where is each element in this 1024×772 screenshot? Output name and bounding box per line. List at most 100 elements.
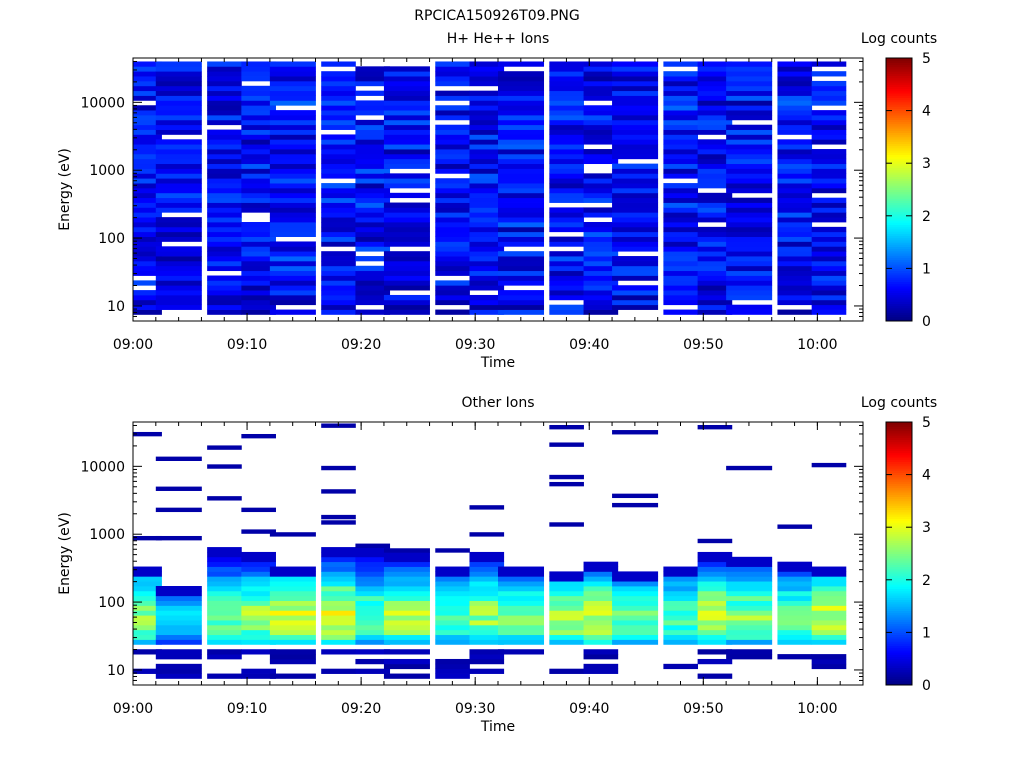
cell xyxy=(663,163,699,169)
cell xyxy=(549,124,584,130)
cell xyxy=(697,173,733,179)
cell xyxy=(355,90,391,96)
cell xyxy=(435,192,470,199)
cell xyxy=(469,299,505,306)
cell xyxy=(697,158,733,165)
cell xyxy=(697,304,733,310)
cell-core xyxy=(321,610,356,616)
cell xyxy=(811,236,847,242)
cell xyxy=(498,231,545,237)
cell-core xyxy=(269,624,316,631)
colorbar-step xyxy=(886,154,912,158)
cell-core xyxy=(697,576,733,582)
cell xyxy=(663,114,699,121)
cell xyxy=(583,124,619,130)
cell xyxy=(498,163,545,169)
cell xyxy=(726,61,773,67)
cell xyxy=(321,304,356,310)
cell-core xyxy=(777,561,813,567)
colorbar-step xyxy=(886,656,912,660)
cell-sparse xyxy=(207,445,242,450)
cell-core xyxy=(811,620,847,626)
cell xyxy=(269,241,316,247)
cell xyxy=(663,217,699,223)
cell-core xyxy=(583,624,619,631)
cell xyxy=(469,110,505,116)
cell-core xyxy=(549,586,584,592)
cell xyxy=(269,149,316,155)
colorbar-step xyxy=(886,296,912,300)
cell xyxy=(207,285,242,291)
cell-core xyxy=(697,566,733,572)
colorbar-step xyxy=(886,625,912,629)
colorbar-step xyxy=(886,178,912,182)
cell-core xyxy=(663,586,699,592)
cell xyxy=(549,129,584,135)
colorbar-step xyxy=(886,610,912,614)
cell xyxy=(663,85,699,92)
cell-low xyxy=(697,673,733,679)
cell-core xyxy=(469,576,505,582)
cell-core xyxy=(498,595,545,601)
cell-low xyxy=(269,649,316,655)
cell-core xyxy=(549,624,584,631)
cell xyxy=(697,95,733,101)
cell xyxy=(207,163,242,169)
cell xyxy=(777,105,813,111)
cell-core xyxy=(583,610,619,616)
colorbar-step xyxy=(886,253,912,256)
cell-core xyxy=(697,551,733,558)
cell xyxy=(777,114,813,121)
cell xyxy=(697,163,733,169)
cell xyxy=(811,178,847,184)
cell-core xyxy=(355,586,391,592)
cell xyxy=(777,212,813,218)
cell xyxy=(469,246,505,252)
cell xyxy=(663,71,699,77)
cell xyxy=(155,192,202,199)
cell xyxy=(207,280,242,286)
cell xyxy=(663,265,699,272)
cell xyxy=(435,280,470,286)
cell xyxy=(321,212,356,218)
cell-core xyxy=(612,595,659,601)
cell-core xyxy=(269,605,316,611)
cell xyxy=(612,212,659,218)
colorbar-step xyxy=(886,658,912,662)
cell xyxy=(811,270,847,276)
colorbar-step xyxy=(886,494,912,498)
cell-core xyxy=(383,581,430,587)
cell-core xyxy=(155,624,202,631)
cell xyxy=(133,90,162,96)
cell xyxy=(726,236,773,242)
colorbar-step xyxy=(886,606,912,609)
cell-core xyxy=(498,581,545,587)
cell xyxy=(549,114,584,121)
cell-core xyxy=(155,639,202,645)
cell-core xyxy=(355,576,391,582)
colorbar-step xyxy=(886,560,912,563)
cell xyxy=(498,90,545,96)
cell xyxy=(207,178,242,184)
cell-sparse xyxy=(612,430,659,435)
cell xyxy=(811,304,847,310)
cell xyxy=(498,197,545,203)
cell xyxy=(726,294,773,301)
colorbar-step xyxy=(886,652,912,655)
colorbar-step xyxy=(886,125,912,129)
cell xyxy=(383,294,430,301)
cell-low xyxy=(207,673,242,679)
cell-core xyxy=(777,586,813,592)
cell-core xyxy=(726,571,773,577)
cell xyxy=(469,119,505,126)
colorbar-step xyxy=(886,145,912,149)
cell xyxy=(469,80,505,87)
cell xyxy=(811,290,847,296)
cell xyxy=(777,119,813,126)
cell xyxy=(133,192,162,199)
cell xyxy=(777,197,813,203)
colorbar-step xyxy=(886,299,912,302)
colorbar-step xyxy=(886,660,912,664)
cell-core xyxy=(321,561,356,567)
cell xyxy=(777,285,813,291)
